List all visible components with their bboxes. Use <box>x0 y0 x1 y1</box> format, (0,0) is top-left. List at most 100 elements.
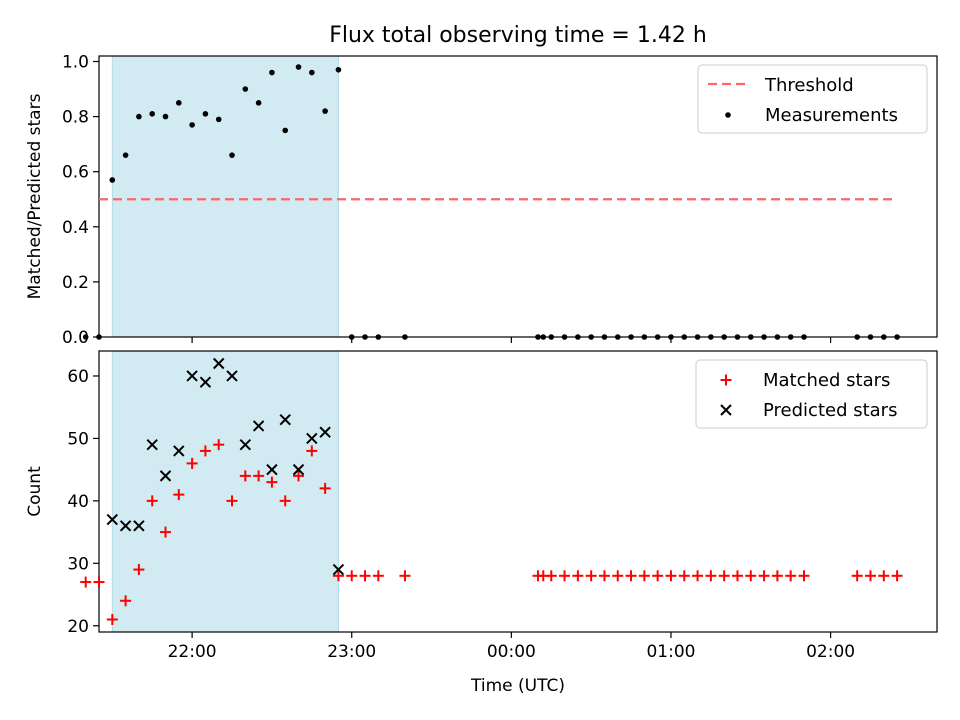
cross-b <box>239 438 252 451</box>
measurement-point <box>787 334 794 340</box>
predicted-star-point <box>252 420 265 432</box>
measurement-point <box>894 334 900 340</box>
measurement-point <box>82 334 89 340</box>
legend-box <box>697 64 928 134</box>
x-tick-label: 02:00 <box>806 642 855 662</box>
top-panel: 0.0 0.2 0.4 0.6 0.8 1.0 Matched/Predicted star… <box>25 53 938 348</box>
bottom-panel: 20 30 40 50 60 Count 22:00 23:00 00:00 01:00 02:00… <box>25 350 938 696</box>
matched-star-point <box>199 445 211 457</box>
matched-star-point <box>372 570 384 582</box>
predicted-star-point <box>186 370 198 382</box>
predicted-star-point <box>292 463 305 476</box>
measurement-point <box>561 334 568 340</box>
y-tick-label: 60 <box>67 367 89 387</box>
legend-box <box>695 359 928 429</box>
measurement-point <box>375 334 382 340</box>
cross-b <box>159 470 172 482</box>
cross-b <box>106 513 119 526</box>
predicted-star-point <box>173 445 185 457</box>
matched-star-point <box>864 570 876 582</box>
matched-star-point <box>226 495 238 507</box>
matched-star-point <box>399 570 411 582</box>
measurement-point <box>295 64 302 70</box>
observing-window-shade <box>111 55 339 338</box>
measurement-point <box>362 334 368 340</box>
legend-measurements-swatch <box>725 112 731 118</box>
chart-title: Flux total observing time = 1.42 h <box>329 23 707 48</box>
measurement-point <box>322 108 328 114</box>
predicted-star-point <box>106 513 119 526</box>
measurement-point <box>681 334 688 340</box>
predicted-star-point <box>133 520 145 532</box>
cross-b <box>332 563 345 576</box>
legend-threshold-label: Threshold <box>764 75 854 96</box>
measurement-point <box>309 69 315 76</box>
measurement-point <box>548 334 555 340</box>
predicted-star-point <box>199 376 212 388</box>
matched-star-point <box>253 470 265 482</box>
measurement-point <box>202 111 209 117</box>
cross-b <box>199 376 212 388</box>
matched-star-point <box>93 576 105 588</box>
y-tick-label: 0.2 <box>62 273 89 293</box>
measurement-point <box>708 334 714 340</box>
legend-matched-swatch <box>720 374 732 386</box>
matched-star-point <box>545 570 557 582</box>
measurement-point <box>601 334 608 340</box>
measurement-point <box>348 334 355 340</box>
predicted-star-point <box>306 432 318 445</box>
matched-star-point <box>678 570 690 582</box>
matched-star-point <box>625 570 637 582</box>
measurement-point <box>242 86 249 92</box>
matched-star-point <box>851 570 863 582</box>
matched-star-point <box>585 570 597 582</box>
cross-b <box>146 438 158 451</box>
cross-b <box>186 370 198 382</box>
predicted-star-point <box>226 370 238 382</box>
predicted-star-point <box>213 357 225 370</box>
matched-star-point <box>559 570 571 582</box>
matched-star-point <box>891 570 903 582</box>
cross-b <box>119 520 132 532</box>
observing-window-shade <box>111 350 339 633</box>
predicted-star-point <box>332 563 345 576</box>
matched-star-point <box>798 570 810 582</box>
measurement-point <box>269 69 275 76</box>
measurement-point <box>402 334 408 340</box>
y-tick-label: 20 <box>67 617 89 637</box>
x-tick-label: 01:00 <box>646 642 695 662</box>
legend-predicted-swatch <box>720 404 732 416</box>
matched-star-point <box>572 570 584 582</box>
measurement-point <box>162 113 169 120</box>
measurement-point <box>96 334 102 340</box>
legend-predicted-label: Predicted stars <box>763 400 897 421</box>
predicted-star-point <box>279 413 291 426</box>
measurement-point <box>109 177 116 183</box>
predicted-star-point <box>239 438 252 451</box>
y-tick-label: 0.4 <box>62 218 89 238</box>
measurement-point <box>189 122 195 128</box>
measurement-point <box>176 100 182 106</box>
cross-b <box>226 370 238 382</box>
measurement-point <box>641 334 648 340</box>
y-tick-label: 0.6 <box>62 163 89 183</box>
matched-star-point <box>665 570 677 582</box>
matched-star-point <box>319 482 331 494</box>
measurement-point <box>535 334 541 340</box>
y-tick-label: 0.8 <box>62 108 89 128</box>
matched-star-point <box>160 526 172 538</box>
measurement-point <box>654 334 661 340</box>
measurement-point <box>229 152 235 158</box>
matched-star-point <box>213 439 225 451</box>
measurement-point <box>136 113 142 120</box>
measurement-point <box>774 334 781 340</box>
cross-b <box>266 463 278 476</box>
matched-star-point <box>771 570 783 582</box>
measurement-point <box>122 152 129 158</box>
cross-b <box>292 463 305 476</box>
legend-matched-label: Matched stars <box>763 370 890 391</box>
matched-star-point <box>731 570 743 582</box>
cross-b <box>173 445 185 457</box>
y-tick-label: 40 <box>67 492 89 512</box>
